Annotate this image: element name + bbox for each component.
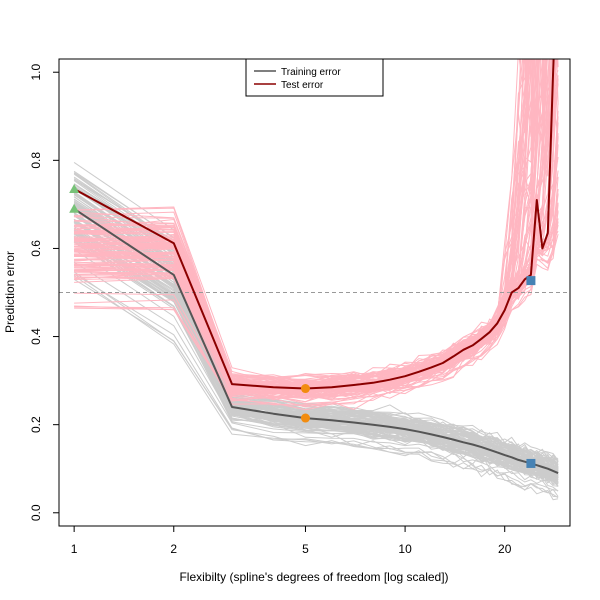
plot-area [59,59,570,501]
test-run-curve [74,59,538,403]
min-flexibility-train-marker [69,203,80,213]
legend-label-test: Test error [281,80,324,91]
optimal-train-marker [300,413,310,423]
y-tick-label: 0.4 [29,328,43,345]
test-run-curve [74,59,538,383]
x-axis: 1 2 5 10 20 [71,525,512,556]
training-run-curve [73,173,559,466]
y-tick-label: 1.0 [29,64,43,81]
legend-box [245,58,384,97]
x-tick-label: 20 [498,542,512,556]
legend: Training error Test error [245,58,384,97]
training-run-curve [73,241,559,487]
optimal-test-marker [300,384,310,394]
test-run-curve [74,160,559,396]
x-axis-label: Flexibilty (spline's degrees of freedom … [179,570,448,584]
training-run-curve [73,180,559,463]
test-run-curve [74,59,555,389]
test-run-curve [74,59,545,378]
x-tick-label: 1 [71,542,78,556]
y-tick-label: 0.8 [29,152,43,169]
y-axis-label: Prediction error [3,251,17,333]
x-tick-label: 5 [302,542,309,556]
y-tick-label: 0.0 [29,504,43,521]
test-run-curve [74,59,544,397]
y-tick-label: 0.6 [29,240,43,257]
max-flexibility-train-marker [526,458,536,468]
training-run-curve [73,219,559,478]
y-axis: 0.0 0.2 0.4 0.6 0.8 1.0 [29,64,60,521]
y-tick-label: 0.2 [29,416,43,433]
max-flexibility-test-marker [526,276,536,286]
test-run-curve [74,188,559,407]
min-flexibility-test-marker [69,183,80,193]
training-run-curve [73,275,559,498]
training-run-curve [73,249,559,492]
test-error-line [73,59,555,390]
test-run-curve [74,59,527,379]
training-run-curve [73,218,559,479]
x-tick-label: 10 [398,542,412,556]
x-tick-label: 2 [170,542,177,556]
legend-label-training: Training error [281,67,341,78]
markers [69,183,536,468]
training-run-curve [73,231,559,485]
